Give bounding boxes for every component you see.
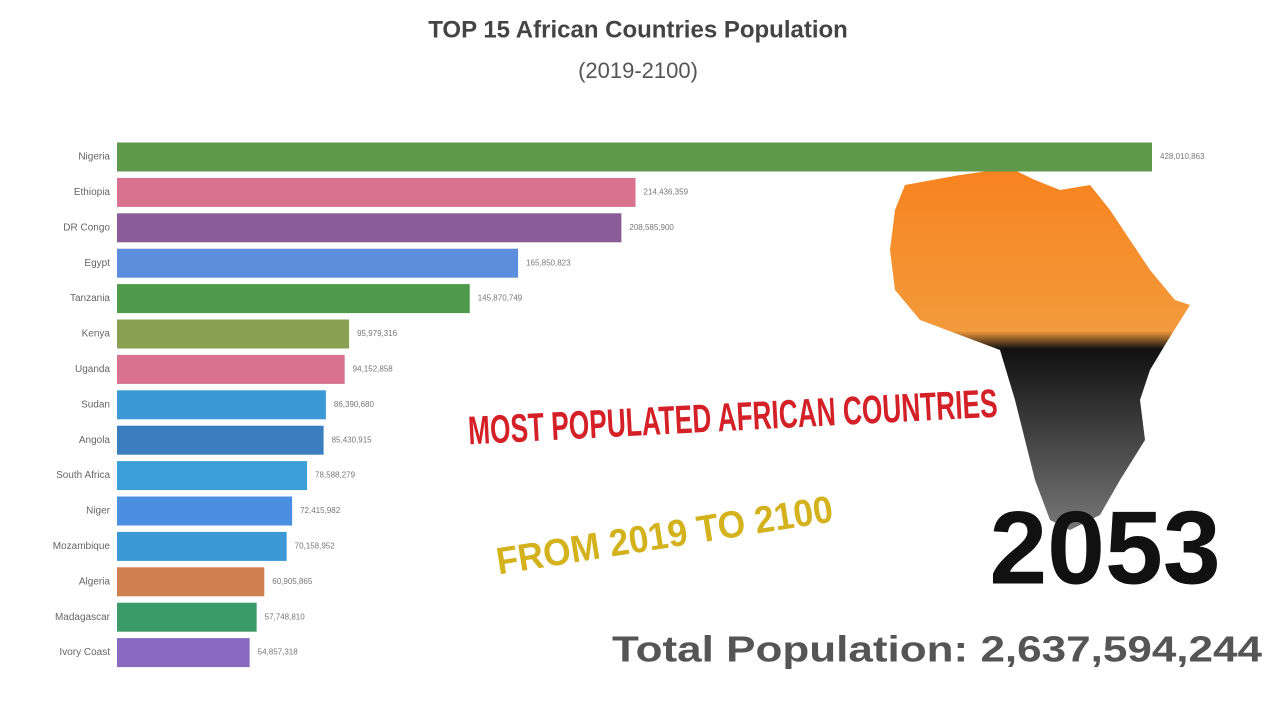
category-label: Ethiopia — [74, 187, 111, 198]
category-label: Angola — [79, 435, 111, 446]
value-label: 214,436,359 — [644, 188, 689, 197]
africa-map — [890, 168, 1190, 530]
bar — [117, 567, 265, 597]
bar — [117, 354, 345, 384]
category-label: Egypt — [84, 258, 110, 269]
value-label: 208,585,900 — [629, 223, 674, 232]
value-label: 428,010,863 — [1160, 152, 1205, 161]
category-label: Madagascar — [55, 612, 111, 623]
chart-subtitle: (2019-2100) — [578, 58, 698, 83]
value-label: 60,905,865 — [272, 577, 313, 586]
bar — [117, 602, 257, 632]
annotation: FROM 2019 TO 2100 — [493, 489, 835, 584]
category-label: Mozambique — [53, 541, 111, 552]
value-label: 78,588,279 — [315, 471, 356, 480]
value-label: 57,748,810 — [265, 612, 306, 621]
category-label: Ivory Coast — [59, 647, 110, 658]
total-population: Total Population: 2,637,594,244 — [612, 629, 1262, 670]
category-label: Kenya — [82, 329, 111, 340]
bar — [117, 319, 350, 349]
value-label: 72,415,982 — [300, 506, 341, 515]
value-label: 70,158,952 — [295, 542, 336, 551]
bar — [117, 142, 1152, 172]
bar — [117, 213, 622, 243]
category-label: South Africa — [56, 470, 110, 481]
category-label: Sudan — [81, 399, 110, 410]
bar — [117, 496, 293, 526]
bar — [117, 284, 470, 314]
value-label: 95,979,316 — [357, 329, 398, 338]
year: 2053 — [989, 490, 1220, 606]
value-label: 86,390,680 — [334, 400, 375, 409]
annotation: MOST POPULATED AFRICAN COUNTRIES — [467, 382, 999, 454]
category-label: Tanzania — [70, 293, 110, 304]
bar — [117, 461, 308, 491]
value-label: 54,857,318 — [258, 648, 299, 657]
bar — [117, 390, 326, 420]
bar — [117, 425, 324, 455]
category-label: Uganda — [75, 364, 110, 375]
category-label: DR Congo — [63, 222, 110, 233]
bar — [117, 531, 287, 561]
value-label: 94,152,858 — [353, 365, 394, 374]
category-label: Algeria — [79, 576, 111, 587]
bar — [117, 248, 519, 278]
bar — [117, 177, 636, 207]
bar — [117, 638, 250, 668]
value-label: 165,850,823 — [526, 258, 571, 267]
chart-title: TOP 15 African Countries Population — [428, 16, 848, 43]
value-label: 85,430,915 — [332, 435, 373, 444]
value-label: 145,870,749 — [478, 294, 523, 303]
category-label: Nigeria — [78, 152, 110, 163]
category-label: Niger — [86, 506, 111, 517]
